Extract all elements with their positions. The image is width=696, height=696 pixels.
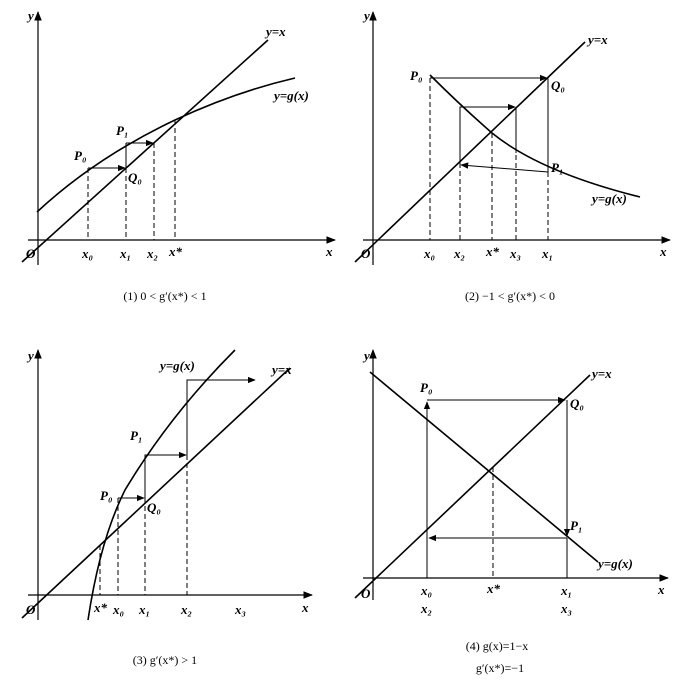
line-y-x bbox=[21, 39, 269, 263]
tick-label: x* bbox=[93, 600, 108, 615]
line-label: y=x bbox=[264, 24, 286, 39]
point-label: Q₀ bbox=[551, 78, 565, 93]
point-label: P₀ bbox=[410, 68, 422, 83]
curve-label: y=g(x) bbox=[158, 358, 195, 373]
arrow bbox=[460, 162, 549, 173]
point-label: P₁ bbox=[116, 123, 128, 138]
tick-label: x* bbox=[485, 244, 500, 259]
point-label: Q₀ bbox=[128, 170, 142, 185]
origin: O bbox=[361, 586, 371, 601]
caption: (1) 0 < g′(x*) < 1 bbox=[123, 289, 206, 303]
caption: g′(x*)=−1 bbox=[476, 661, 524, 675]
tick-label: x₂ bbox=[420, 601, 432, 616]
tick-label: x₀ bbox=[81, 246, 93, 261]
tick-label: x₂ bbox=[146, 246, 158, 261]
axis-label: x bbox=[325, 244, 333, 259]
curve bbox=[87, 349, 236, 621]
tick-label: x₂ bbox=[180, 602, 192, 617]
curve-label: y=g(x) bbox=[590, 191, 627, 206]
origin: O bbox=[26, 246, 36, 261]
curve bbox=[429, 74, 641, 198]
curve bbox=[369, 371, 599, 563]
axis-label: y bbox=[362, 348, 370, 363]
axis-label: x bbox=[659, 244, 667, 259]
panel-1: y x O y=x y=g(x) P₀ Q₀ P₁ x₀ x₁ x₂ x* (1… bbox=[21, 8, 336, 303]
tick-label: x₂ bbox=[453, 246, 465, 261]
dashed-guides bbox=[87, 120, 176, 240]
point-label: P₁ bbox=[551, 160, 563, 175]
point-label: P₀ bbox=[420, 380, 432, 395]
tick-label: x₁ bbox=[138, 602, 150, 617]
caption: (4) g(x)=1−x bbox=[466, 639, 529, 653]
tick-label: x₃ bbox=[234, 602, 246, 617]
point-label: P₁ bbox=[130, 428, 142, 443]
tick-label: x* bbox=[168, 244, 183, 259]
tick-label: x₁ bbox=[541, 246, 553, 261]
point-label: Q₀ bbox=[147, 500, 161, 515]
curve bbox=[36, 77, 296, 213]
dashed-guides bbox=[99, 455, 188, 595]
axis-label: x bbox=[301, 600, 309, 615]
origin: O bbox=[26, 602, 36, 617]
tick-label: x₀ bbox=[423, 246, 435, 261]
line-label: y=x bbox=[590, 366, 612, 381]
tick-label: x₁ bbox=[560, 583, 572, 598]
line-label: y=x bbox=[586, 32, 608, 47]
caption: (2) −1 < g′(x*) < 0 bbox=[465, 289, 555, 303]
line-y-x bbox=[21, 367, 291, 619]
axis-label: y bbox=[26, 348, 34, 363]
line-y-x bbox=[354, 374, 591, 599]
caption: (3) g′(x*) > 1 bbox=[133, 653, 197, 667]
tick-label: x₁ bbox=[119, 246, 131, 261]
point-label: Q₀ bbox=[570, 396, 584, 411]
curve-label: y=g(x) bbox=[272, 88, 309, 103]
origin: O bbox=[361, 246, 371, 261]
tick-label: x₃ bbox=[560, 601, 572, 616]
axis-label: y bbox=[362, 8, 370, 23]
tick-label: x* bbox=[486, 581, 501, 596]
axis-label: x bbox=[657, 582, 665, 597]
step bbox=[459, 103, 516, 165]
step bbox=[144, 451, 187, 498]
point-label: P₀ bbox=[74, 148, 86, 163]
dashed-guides bbox=[429, 78, 549, 240]
tick-label: x₀ bbox=[112, 602, 124, 617]
axis-label: y bbox=[26, 8, 34, 23]
point-label: P₀ bbox=[100, 488, 112, 503]
step bbox=[186, 376, 256, 455]
point-label: P₁ bbox=[570, 518, 582, 533]
panel-4: y x O y=x y=g(x) P₀ Q₀ P₁ x₀ x* x₁ x₂ x₃… bbox=[354, 348, 669, 675]
curve-label: y=g(x) bbox=[596, 556, 633, 571]
tick-label: x₀ bbox=[420, 583, 432, 598]
panel-2: y x O y=x y=g(x) P₀ Q₀ P₁ x₀ x₂ x* x₃ x₁… bbox=[354, 8, 671, 303]
line-y-x bbox=[354, 41, 586, 263]
panel-3: y x O y=x y=g(x) P₀ Q₀ P₁ x* x₀ x₁ x₂ x₃… bbox=[21, 348, 313, 667]
tick-label: x₃ bbox=[509, 246, 521, 261]
line-label: y=x bbox=[270, 362, 292, 377]
